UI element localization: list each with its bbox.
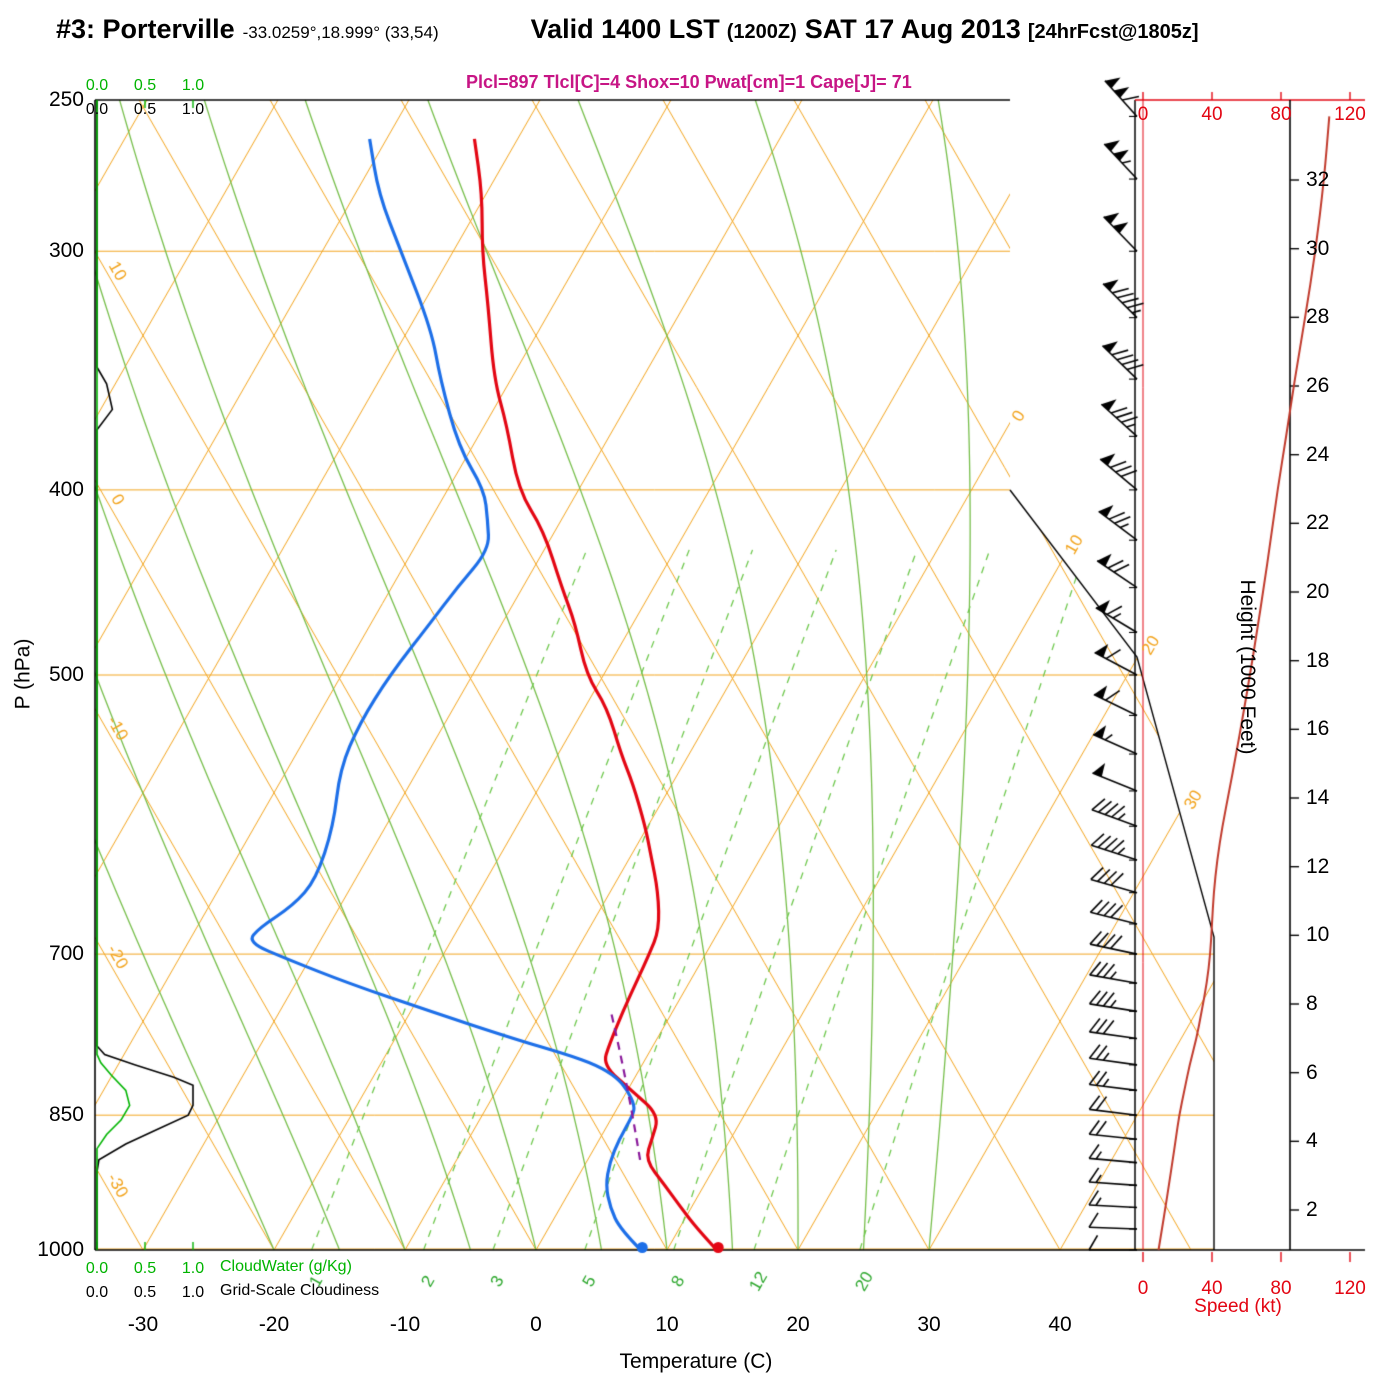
valid-zulu: (1200Z) — [726, 21, 797, 43]
height-axis-label: Height (1000 Feet) — [1236, 579, 1259, 755]
station-coords: -33.0259°,18.999° (33,54) — [242, 23, 439, 42]
valid-time: Valid 1400 LST — [530, 14, 720, 44]
speed-axis-label: Speed (kt) — [1194, 1296, 1282, 1317]
sounding-parameters: Plcl=897 Tlcl[C]=4 Shox=10 Pwat[cm]=1 Ca… — [466, 72, 912, 92]
station-title: #3: Porterville — [56, 14, 235, 44]
cloudwater-axis-label: CloudWater (g/Kg) — [220, 1258, 352, 1275]
title-row: #3: Porterville -33.0259°,18.999° (33,54… — [56, 14, 1199, 45]
pressure-axis-label: P (hPa) — [11, 638, 35, 710]
cloudiness-axis-label: Grid-Scale Cloudiness — [220, 1282, 380, 1299]
forecast-tag: [24hrFcst@1805z] — [1027, 21, 1199, 43]
temperature-axis-label: Temperature (C) — [619, 1350, 773, 1373]
valid-date: SAT 17 Aug 2013 — [804, 14, 1021, 44]
